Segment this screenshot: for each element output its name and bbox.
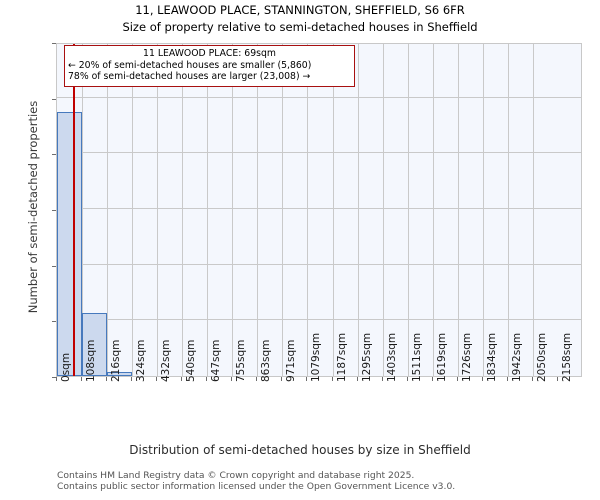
x-axis-tick-mark xyxy=(256,377,258,381)
y-axis-tick-mark xyxy=(52,265,56,267)
annotation-smaller-stat: ← 20% of semi-detached houses are smalle… xyxy=(68,59,312,71)
x-axis-tick-label: 1834sqm xyxy=(485,332,498,382)
gridline-vertical xyxy=(532,44,534,376)
gridline-horizontal xyxy=(57,152,581,154)
footer-line-1: Contains HM Land Registry data © Crown c… xyxy=(57,470,415,481)
gridline-vertical xyxy=(307,44,309,376)
x-axis-tick-mark xyxy=(281,377,283,381)
x-axis-tick-label: 0sqm xyxy=(60,352,72,382)
gridline-horizontal xyxy=(57,208,581,209)
gridline-vertical xyxy=(457,44,459,376)
annotation-property-size: 11 LEAWOOD PLACE: 69sqm xyxy=(143,48,276,59)
attribution-footer: Contains HM Land Registry data © Crown c… xyxy=(57,470,455,492)
gridline-vertical xyxy=(482,44,484,376)
chart-subtitle: Size of property relative to semi-detach… xyxy=(122,20,478,34)
x-axis-tick-label: 1403sqm xyxy=(385,332,398,382)
gridline-horizontal xyxy=(57,96,581,98)
x-axis-tick-mark xyxy=(331,377,333,381)
x-axis-tick-label: 1619sqm xyxy=(435,332,448,382)
x-axis-tick-mark xyxy=(531,377,533,381)
x-axis-tick-label: 647sqm xyxy=(210,339,223,382)
x-axis-tick-label: 1726sqm xyxy=(460,332,473,382)
footer-line-2: Contains public sector information licen… xyxy=(57,481,456,492)
x-axis-tick-label: 755sqm xyxy=(235,339,248,382)
x-axis-tick-mark xyxy=(156,377,158,381)
x-axis-tick-label: 540sqm xyxy=(185,339,198,382)
property-marker-line xyxy=(73,44,75,376)
property-annotation-box: 11 LEAWOOD PLACE: 69sqm ← 20% of semi-de… xyxy=(64,45,355,87)
gridline-horizontal xyxy=(57,319,581,321)
x-axis-tick-label: 1942sqm xyxy=(510,332,523,382)
histogram-bar xyxy=(107,372,133,376)
x-axis-tick-mark xyxy=(381,377,383,381)
y-axis-tick-mark xyxy=(52,210,56,211)
gridline-vertical xyxy=(507,44,509,376)
gridline-vertical xyxy=(282,44,284,376)
x-axis-tick-label: 1511sqm xyxy=(410,332,423,382)
x-axis-tick-label: 324sqm xyxy=(135,339,148,382)
x-axis-tick-label: 971sqm xyxy=(285,339,298,382)
histogram-bar xyxy=(82,313,108,376)
x-axis-tick-label: 432sqm xyxy=(160,339,173,382)
gridline-vertical xyxy=(382,44,384,376)
x-axis-tick-mark xyxy=(231,377,233,381)
annotation-larger-stat: 78% of semi-detached houses are larger (… xyxy=(68,71,311,82)
histogram-bar xyxy=(57,112,83,376)
x-axis-tick-label: 216sqm xyxy=(110,339,123,382)
y-axis-tick-mark xyxy=(52,154,56,156)
x-axis-tick-label: 2050sqm xyxy=(535,332,548,382)
x-axis-tick-mark xyxy=(456,377,458,381)
gridline-vertical xyxy=(182,44,184,376)
gridline-vertical xyxy=(82,44,84,376)
x-axis-tick-label: 1187sqm xyxy=(335,332,348,382)
gridline-vertical xyxy=(432,44,434,376)
gridline-vertical xyxy=(407,44,409,376)
gridline-vertical xyxy=(107,44,109,376)
y-axis-title: Number of semi-detached properties xyxy=(26,100,40,314)
x-axis-tick-mark xyxy=(356,377,358,381)
x-axis-tick-mark xyxy=(131,377,133,381)
x-axis-title: Distribution of semi-detached houses by … xyxy=(129,443,471,457)
x-axis-tick-label: 1295sqm xyxy=(360,332,373,382)
x-axis-tick-mark xyxy=(81,377,83,381)
x-axis-tick-mark xyxy=(181,377,183,381)
x-axis-tick-label: 2158sqm xyxy=(560,332,573,382)
plot-area xyxy=(56,43,582,377)
gridline-vertical xyxy=(207,44,209,376)
y-axis-tick-mark xyxy=(52,43,56,44)
x-axis-tick-label: 108sqm xyxy=(85,339,98,382)
x-axis-tick-mark xyxy=(406,377,408,381)
gridline-vertical xyxy=(257,44,259,376)
y-axis-tick-mark xyxy=(52,321,56,323)
gridline-vertical xyxy=(332,44,334,376)
x-axis-tick-mark xyxy=(431,377,433,381)
x-axis-tick-label: 863sqm xyxy=(260,339,273,382)
x-axis-tick-mark xyxy=(106,377,108,381)
x-axis-tick-mark xyxy=(481,377,483,381)
x-axis-tick-mark xyxy=(306,377,308,381)
y-axis-tick-mark xyxy=(52,98,56,100)
chart-title-block: 11, LEAWOOD PLACE, STANNINGTON, SHEFFIEL… xyxy=(0,2,600,36)
x-axis-tick-label: 1079sqm xyxy=(310,332,323,382)
page-title: 11, LEAWOOD PLACE, STANNINGTON, SHEFFIEL… xyxy=(135,3,465,17)
gridline-vertical xyxy=(232,44,234,376)
x-axis-tick-mark xyxy=(506,377,508,381)
gridline-vertical xyxy=(132,44,134,376)
x-axis-tick-mark xyxy=(556,377,558,381)
x-axis-tick-mark xyxy=(56,377,57,381)
gridline-vertical xyxy=(357,44,359,376)
y-axis-tick-mark xyxy=(52,377,56,378)
gridline-vertical xyxy=(157,44,159,376)
x-axis-tick-mark xyxy=(206,377,208,381)
gridline-horizontal xyxy=(57,263,581,265)
